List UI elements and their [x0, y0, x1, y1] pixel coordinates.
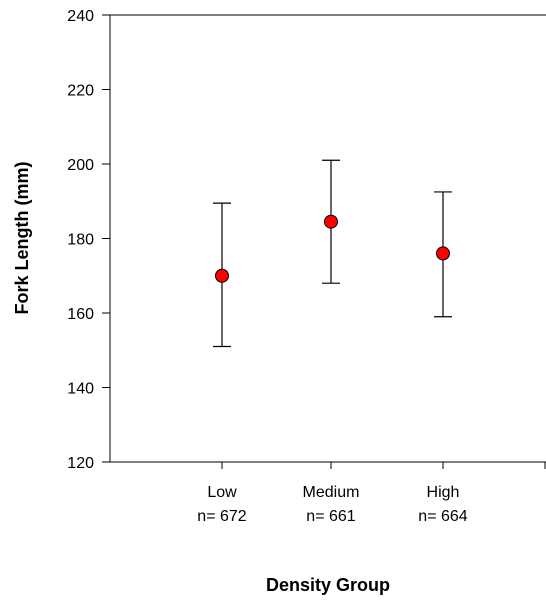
- y-tick-label: 200: [67, 157, 94, 174]
- y-axis-title: Fork Length (mm): [12, 162, 32, 315]
- x-axis-ticks: Low n= 672 Medium n= 661 High n= 664: [197, 462, 546, 525]
- plot-frame: [109, 14, 546, 463]
- x-category-n-label: n= 664: [418, 508, 467, 525]
- data-point: [436, 246, 450, 261]
- y-tick-label: 140: [67, 381, 94, 398]
- data-point: [215, 268, 229, 283]
- x-category-label: Medium: [303, 484, 360, 501]
- y-axis-ticks: 120 140 160 180 200 220 240: [67, 8, 110, 472]
- x-axis-title: Density Group: [266, 575, 390, 595]
- x-category-n-label: n= 672: [197, 508, 246, 525]
- x-category-label: High: [427, 484, 460, 501]
- data-point: [324, 214, 338, 229]
- x-category-n-label: n= 661: [306, 508, 355, 525]
- y-tick-label: 160: [67, 306, 94, 323]
- y-tick-label: 120: [67, 455, 94, 472]
- x-category-label: Low: [207, 484, 237, 501]
- y-tick-label: 180: [67, 232, 94, 249]
- y-tick-label: 220: [67, 83, 94, 100]
- data-marks: [213, 159, 452, 348]
- y-tick-label: 240: [67, 8, 94, 25]
